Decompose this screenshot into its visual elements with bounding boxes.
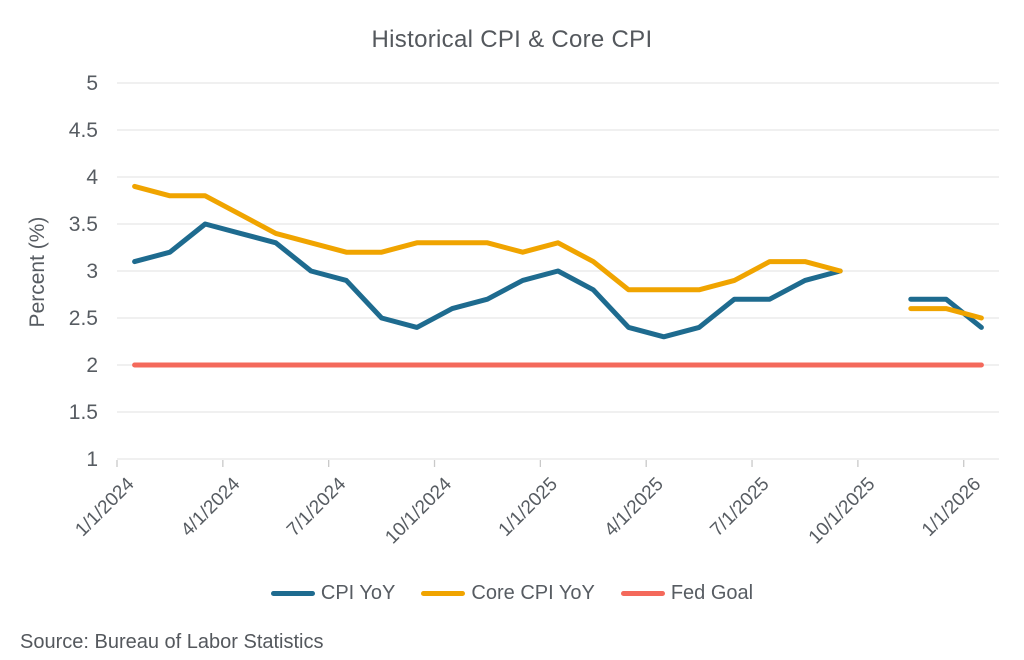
x-tick-label: 7/1/2024 <box>283 473 350 540</box>
x-tick-label: 4/1/2025 <box>601 474 668 541</box>
y-tick-label: 3 <box>86 260 98 283</box>
series-line-cpi-yoy <box>908 296 984 330</box>
y-tick-label: 4.5 <box>69 119 98 142</box>
y-tick-label: 3.5 <box>69 213 98 236</box>
x-tick-label: 1/1/2026 <box>918 474 985 541</box>
y-tick-label: 2.5 <box>69 307 98 330</box>
x-tick-label: 1/1/2025 <box>495 474 562 541</box>
x-tick-label: 7/1/2025 <box>706 474 773 541</box>
legend-label: Fed Goal <box>670 581 754 604</box>
y-tick-label: 1 <box>86 448 98 471</box>
series-line-core-cpi-yoy <box>132 183 843 293</box>
cpi-line-swatch-icon <box>270 590 315 596</box>
x-tick-label: 10/1/2025 <box>805 474 880 549</box>
legend-item-cpi-yoy: CPI YoY <box>270 581 396 605</box>
source-note: Source: Bureau of Labor Statistics <box>20 631 324 653</box>
y-tick-label: 2 <box>86 354 98 377</box>
y-tick-label: 4 <box>86 166 98 189</box>
legend-label: Core CPI YoY <box>471 581 595 604</box>
fed-goal-line-swatch-icon <box>620 590 665 596</box>
chart-title: Historical CPI & Core CPI <box>371 26 653 53</box>
x-tick-label: 4/1/2024 <box>177 473 244 540</box>
series-line-cpi-yoy <box>132 221 843 340</box>
legend-item-fed-goal: Fed Goal <box>620 581 754 605</box>
x-tick-label: 10/1/2024 <box>381 473 456 548</box>
x-tick-label: 1/1/2024 <box>71 473 138 540</box>
core-cpi-line-swatch-icon <box>421 590 466 596</box>
y-tick-label: 5 <box>86 72 98 95</box>
series-line-core-cpi-yoy <box>908 306 984 321</box>
chart-legend: CPI YoY Core CPI YoY Fed Goal <box>0 580 1024 606</box>
legend-label: CPI YoY <box>320 581 396 604</box>
y-tick-label: 1.5 <box>69 401 98 424</box>
legend-item-core-cpi-yoy: Core CPI YoY <box>421 581 595 605</box>
